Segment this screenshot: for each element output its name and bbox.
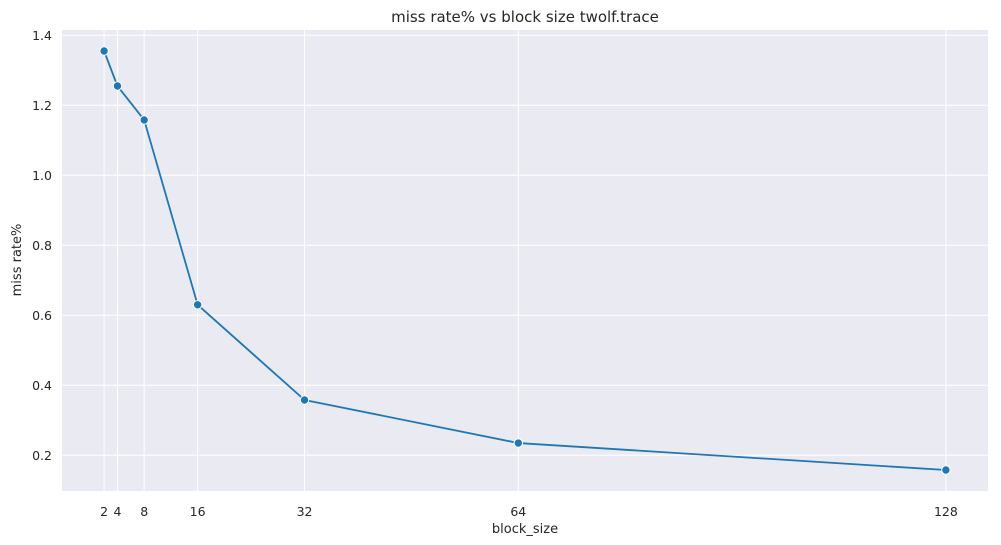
x-axis-label: block_size (492, 522, 558, 537)
data-point (112, 81, 123, 91)
x-tick-label: 16 (190, 504, 206, 519)
data-point (192, 300, 203, 310)
x-tick-label: 4 (113, 504, 121, 519)
plot-area (62, 30, 988, 491)
y-tick-label: 1.0 (32, 168, 52, 183)
data-point (941, 465, 951, 475)
x-tick-label: 32 (297, 504, 313, 519)
y-tick-label: 0.4 (32, 378, 52, 393)
x-tick-label: 64 (510, 504, 526, 519)
y-tick-label: 0.8 (32, 238, 52, 253)
data-point (99, 46, 109, 56)
tick-labels: 2 4 8 16 32 64 128 0.2 0.4 0.6 0.8 1.0 1.2 1.4 (32, 28, 958, 519)
y-tick-label: 0.2 (32, 448, 52, 463)
x-tick-label: 2 (100, 504, 108, 519)
data-point (513, 438, 524, 448)
chart-title: miss rate% vs block size twolf.trace (391, 8, 659, 26)
data-point (139, 115, 149, 125)
grid-lines (62, 30, 988, 491)
y-tick-label: 0.6 (32, 308, 52, 323)
y-tick-label: 1.2 (32, 98, 52, 113)
x-tick-label: 8 (140, 504, 148, 519)
series-group (99, 46, 951, 475)
x-tick-label: 128 (934, 504, 958, 519)
y-tick-label: 1.4 (32, 28, 52, 43)
data-point (299, 395, 310, 405)
y-axis-label: miss rate% (10, 224, 25, 297)
